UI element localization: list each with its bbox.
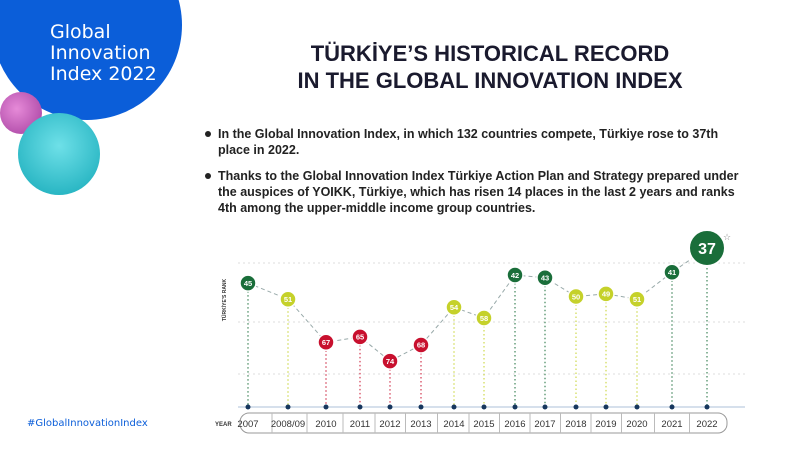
data-point xyxy=(412,336,430,354)
data-label: 51 xyxy=(284,295,292,304)
bullet-list: In the Global Innovation Index, in which… xyxy=(204,126,744,226)
data-point xyxy=(688,229,726,267)
baseline-dot xyxy=(387,404,393,410)
data-point xyxy=(239,274,257,292)
baseline-dot xyxy=(285,404,291,410)
baseline-dot xyxy=(481,404,487,410)
data-point xyxy=(351,328,369,346)
data-label: 51 xyxy=(633,295,641,304)
data-label: 68 xyxy=(417,341,425,350)
year-tick-label: 2014 xyxy=(443,419,464,430)
logo-text: Global Innovation Index 2022 xyxy=(50,22,157,85)
logo-line: Index 2022 xyxy=(50,63,157,85)
year-tick-label: 2021 xyxy=(661,419,682,430)
title-line: TÜRKİYE’S HISTORICAL RECORD xyxy=(310,41,670,66)
year-tick-label: 2013 xyxy=(410,419,431,430)
data-label: 37 xyxy=(698,241,716,258)
data-label: 67 xyxy=(322,338,330,347)
x-axis-label: YEAR xyxy=(215,422,232,428)
data-label: 65 xyxy=(356,333,364,342)
bullet-item: In the Global Innovation Index, in which… xyxy=(204,126,744,158)
logo-line: Innovation xyxy=(50,42,151,64)
baseline-dot xyxy=(418,404,424,410)
logo-line: Global xyxy=(50,21,111,43)
star-icon: ☆ xyxy=(723,233,731,243)
year-tick-label: 2016 xyxy=(504,419,525,430)
data-label: 54 xyxy=(450,303,459,312)
year-tick-label: 2010 xyxy=(315,419,336,430)
data-label: 50 xyxy=(572,292,580,301)
data-label: 45 xyxy=(244,279,252,288)
page-title: TÜRKİYE’S HISTORICAL RECORD IN THE GLOBA… xyxy=(240,40,740,94)
data-point xyxy=(317,333,335,351)
baseline-dot xyxy=(542,404,548,410)
year-tick-label: 2011 xyxy=(350,419,370,430)
data-point xyxy=(536,268,554,287)
data-label: 41 xyxy=(668,268,676,277)
data-point xyxy=(597,285,615,303)
y-axis-label: TÜRKİYE'S RANK xyxy=(221,278,228,321)
baseline-dot xyxy=(573,404,579,410)
baseline-dot xyxy=(357,404,363,410)
bullet-item: Thanks to the Global Innovation Index Tü… xyxy=(204,168,744,216)
data-label: 42 xyxy=(511,271,519,280)
year-tick-label: 2015 xyxy=(473,419,494,430)
data-point xyxy=(506,266,524,284)
data-point xyxy=(663,263,681,282)
decorative-photo-bubble xyxy=(18,113,100,195)
baseline-dot xyxy=(323,404,329,410)
data-point xyxy=(279,290,297,308)
data-label: 49 xyxy=(602,290,610,299)
year-tick-label: 2019 xyxy=(595,419,616,430)
data-point xyxy=(628,290,646,308)
data-point xyxy=(381,352,399,370)
title-line: IN THE GLOBAL INNOVATION INDEX xyxy=(297,68,683,93)
data-point xyxy=(567,287,585,306)
baseline-dot xyxy=(603,404,609,410)
hashtag: #GlobalInnovationIndex xyxy=(27,418,148,429)
data-point xyxy=(445,298,463,317)
data-label: 74 xyxy=(386,357,395,366)
baseline-dot xyxy=(704,404,710,410)
baseline-dot xyxy=(451,404,457,410)
year-tick-label: 2012 xyxy=(379,419,400,430)
year-tick-label: 2018 xyxy=(565,419,586,430)
baseline-dot xyxy=(512,404,518,410)
baseline-dot xyxy=(634,404,640,410)
year-tick-label: 2022 xyxy=(696,419,717,430)
baseline-dot xyxy=(669,404,675,410)
year-axis-box xyxy=(239,412,728,434)
year-tick-label: 2007 xyxy=(237,419,258,430)
data-label: 58 xyxy=(480,314,488,323)
year-tick-label: 2020 xyxy=(626,419,647,430)
year-tick-label: 2017 xyxy=(534,419,555,430)
data-point xyxy=(475,309,493,327)
baseline-dot xyxy=(245,404,251,410)
data-label: 43 xyxy=(541,273,549,282)
year-tick-label: 2008/09 xyxy=(271,419,305,430)
